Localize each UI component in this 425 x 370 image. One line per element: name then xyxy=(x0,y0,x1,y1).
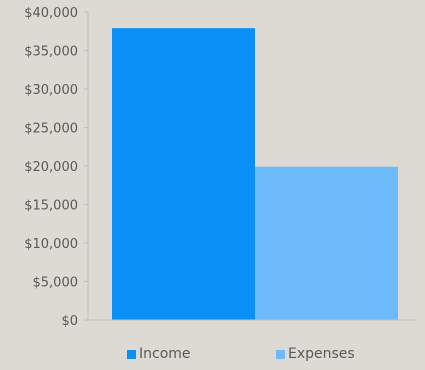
y-tick-label: $25,000 xyxy=(24,122,78,137)
legend-swatch-income xyxy=(127,349,136,359)
legend-label-expenses: Expenses xyxy=(288,346,355,362)
y-tick-label: $10,000 xyxy=(24,237,78,252)
chart-legend: Income Expenses xyxy=(0,346,425,366)
y-tick-label: $40,000 xyxy=(24,6,78,21)
y-tick-label: $5,000 xyxy=(33,276,79,291)
legend-item-income: Income xyxy=(127,346,191,362)
bar-income xyxy=(112,28,255,320)
legend-label-income: Income xyxy=(139,346,191,362)
legend-item-expenses: Expenses xyxy=(276,346,355,362)
legend-swatch-expenses xyxy=(276,349,285,359)
y-tick-label: $30,000 xyxy=(24,83,78,98)
y-tick-label: $15,000 xyxy=(24,199,78,214)
y-tick-label: $35,000 xyxy=(24,45,78,60)
y-tick-label: $0 xyxy=(61,314,78,329)
y-tick-label: $20,000 xyxy=(24,160,78,175)
bar-expenses xyxy=(255,166,398,320)
